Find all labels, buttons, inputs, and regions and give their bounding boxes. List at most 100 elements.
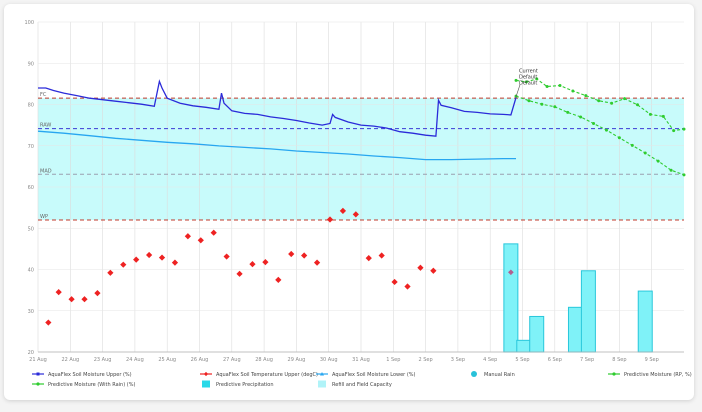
temperature-point (313, 259, 321, 266)
series-point (661, 114, 665, 118)
series-lines (37, 77, 686, 177)
x-tick-label: 30 Aug (320, 357, 338, 363)
series-point (545, 84, 549, 88)
x-tick-label: 24 Aug (126, 357, 144, 363)
series-point (669, 168, 673, 172)
legend-label: Predictive Moisture (RP, %) (624, 372, 692, 378)
precipitation-bar (529, 315, 545, 353)
temperature-point (223, 253, 230, 260)
temperature-point (146, 251, 153, 259)
temperature-point (288, 250, 295, 258)
y-tick-label: 70 (28, 144, 34, 150)
temperature-point (94, 289, 101, 297)
temperature-point (404, 283, 411, 290)
series-point (592, 122, 596, 126)
temperature-point (197, 237, 204, 244)
series-point (682, 127, 686, 131)
annotation-text: Default (519, 75, 537, 81)
reference-line-label: WP (40, 214, 48, 220)
precipitation-bar (516, 339, 532, 353)
legend-label: AquaFlex Soil Moisture Upper (%) (48, 372, 132, 378)
series-point (623, 97, 627, 101)
axes: 21 Aug 22 Aug 23 Aug 24 Aug 25 Aug 26 Aug 27 A… (24, 20, 684, 363)
legend-marker (471, 371, 477, 377)
x-tick-label: 8 Sep (612, 357, 626, 363)
series-line-1 (37, 130, 516, 161)
precipitation-bars (503, 243, 653, 353)
temperature-point (365, 254, 372, 262)
x-tick-label: 2 Sep (418, 357, 432, 363)
x-tick-label: 9 Sep (645, 357, 659, 363)
legend-label: Manual Rain (484, 372, 515, 378)
temperature-point (417, 264, 424, 271)
temperature-point (45, 319, 52, 326)
temperature-point (301, 252, 308, 259)
series-point (635, 103, 639, 107)
x-tick-label: 7 Sep (580, 357, 594, 363)
reference-line-label: RAW (40, 123, 51, 129)
x-tick-label: 6 Sep (548, 357, 562, 363)
legend-label: AquaFlex Soil Moisture Lower (%) (332, 372, 416, 378)
series-point (514, 78, 518, 82)
legend-marker (318, 380, 326, 388)
y-tick-label: 40 (28, 268, 34, 274)
series-point (648, 112, 652, 116)
temperature-points (45, 207, 514, 326)
series-point (656, 159, 660, 163)
series-point (566, 110, 570, 114)
temperature-point (133, 256, 140, 263)
y-tick-label: 100 (24, 20, 34, 26)
precipitation-bar (503, 243, 519, 353)
temperature-point (68, 296, 75, 303)
legend-marker (36, 372, 40, 376)
temperature-point (352, 211, 359, 218)
legend: AquaFlex Soil Moisture Upper (%) AquaFlex… (32, 371, 692, 388)
manual-rain-marker (508, 269, 514, 276)
series-point (571, 89, 575, 93)
reference-line-label: MAD (40, 168, 52, 174)
series-point (604, 128, 608, 132)
x-tick-label: 1 Sep (386, 357, 400, 363)
temperature-point (171, 259, 179, 266)
series-point (535, 77, 539, 81)
legend-label: Predictive Moisture (With Rain) (%) (48, 382, 135, 388)
x-tick-label: 21 Aug (29, 357, 47, 363)
series-point (553, 105, 557, 109)
series-point (540, 102, 544, 106)
temperature-point (184, 233, 191, 240)
x-tick-label: 31 Aug (352, 357, 370, 363)
series-line-0 (38, 79, 517, 137)
precipitation-bar (567, 306, 583, 353)
y-tick-label: 60 (28, 185, 34, 191)
series-point (682, 173, 686, 177)
chart-card: FC RAW MAD WP 21 Aug 22 Aug 23 Aug 24 Aug 25 Au… (4, 4, 694, 400)
series-point (617, 136, 621, 140)
series-point (630, 143, 634, 147)
temperature-point (262, 259, 269, 266)
temperature-point (391, 278, 398, 286)
temperature-point (81, 296, 88, 303)
series-point (558, 83, 562, 87)
series-point (579, 115, 583, 119)
legend-marker (203, 371, 209, 377)
y-tick-label: 30 (28, 309, 34, 315)
series-line-3 (515, 78, 685, 132)
x-tick-label: 5 Sep (515, 357, 529, 363)
y-tick-label: 20 (28, 350, 34, 356)
temperature-point (210, 229, 217, 236)
temperature-point (249, 261, 256, 268)
y-tick-label: 80 (28, 103, 34, 109)
temperature-point (107, 269, 114, 276)
legend-label: Predictive Precipitation (216, 382, 274, 388)
x-tick-label: 26 Aug (191, 357, 209, 363)
x-tick-label: 28 Aug (255, 357, 273, 363)
x-tick-label: 22 Aug (61, 357, 79, 363)
series-point (643, 151, 647, 155)
series-point (527, 99, 531, 103)
y-tick-label: 90 (28, 61, 34, 67)
annotation-text: Current (519, 69, 538, 75)
legend-marker (36, 382, 40, 386)
temperature-point (158, 254, 166, 261)
x-tick-label: 23 Aug (94, 357, 112, 363)
